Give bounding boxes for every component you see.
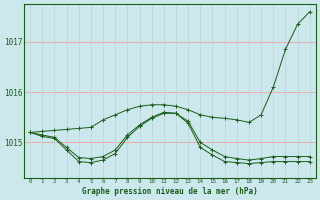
X-axis label: Graphe pression niveau de la mer (hPa): Graphe pression niveau de la mer (hPa) <box>82 187 258 196</box>
